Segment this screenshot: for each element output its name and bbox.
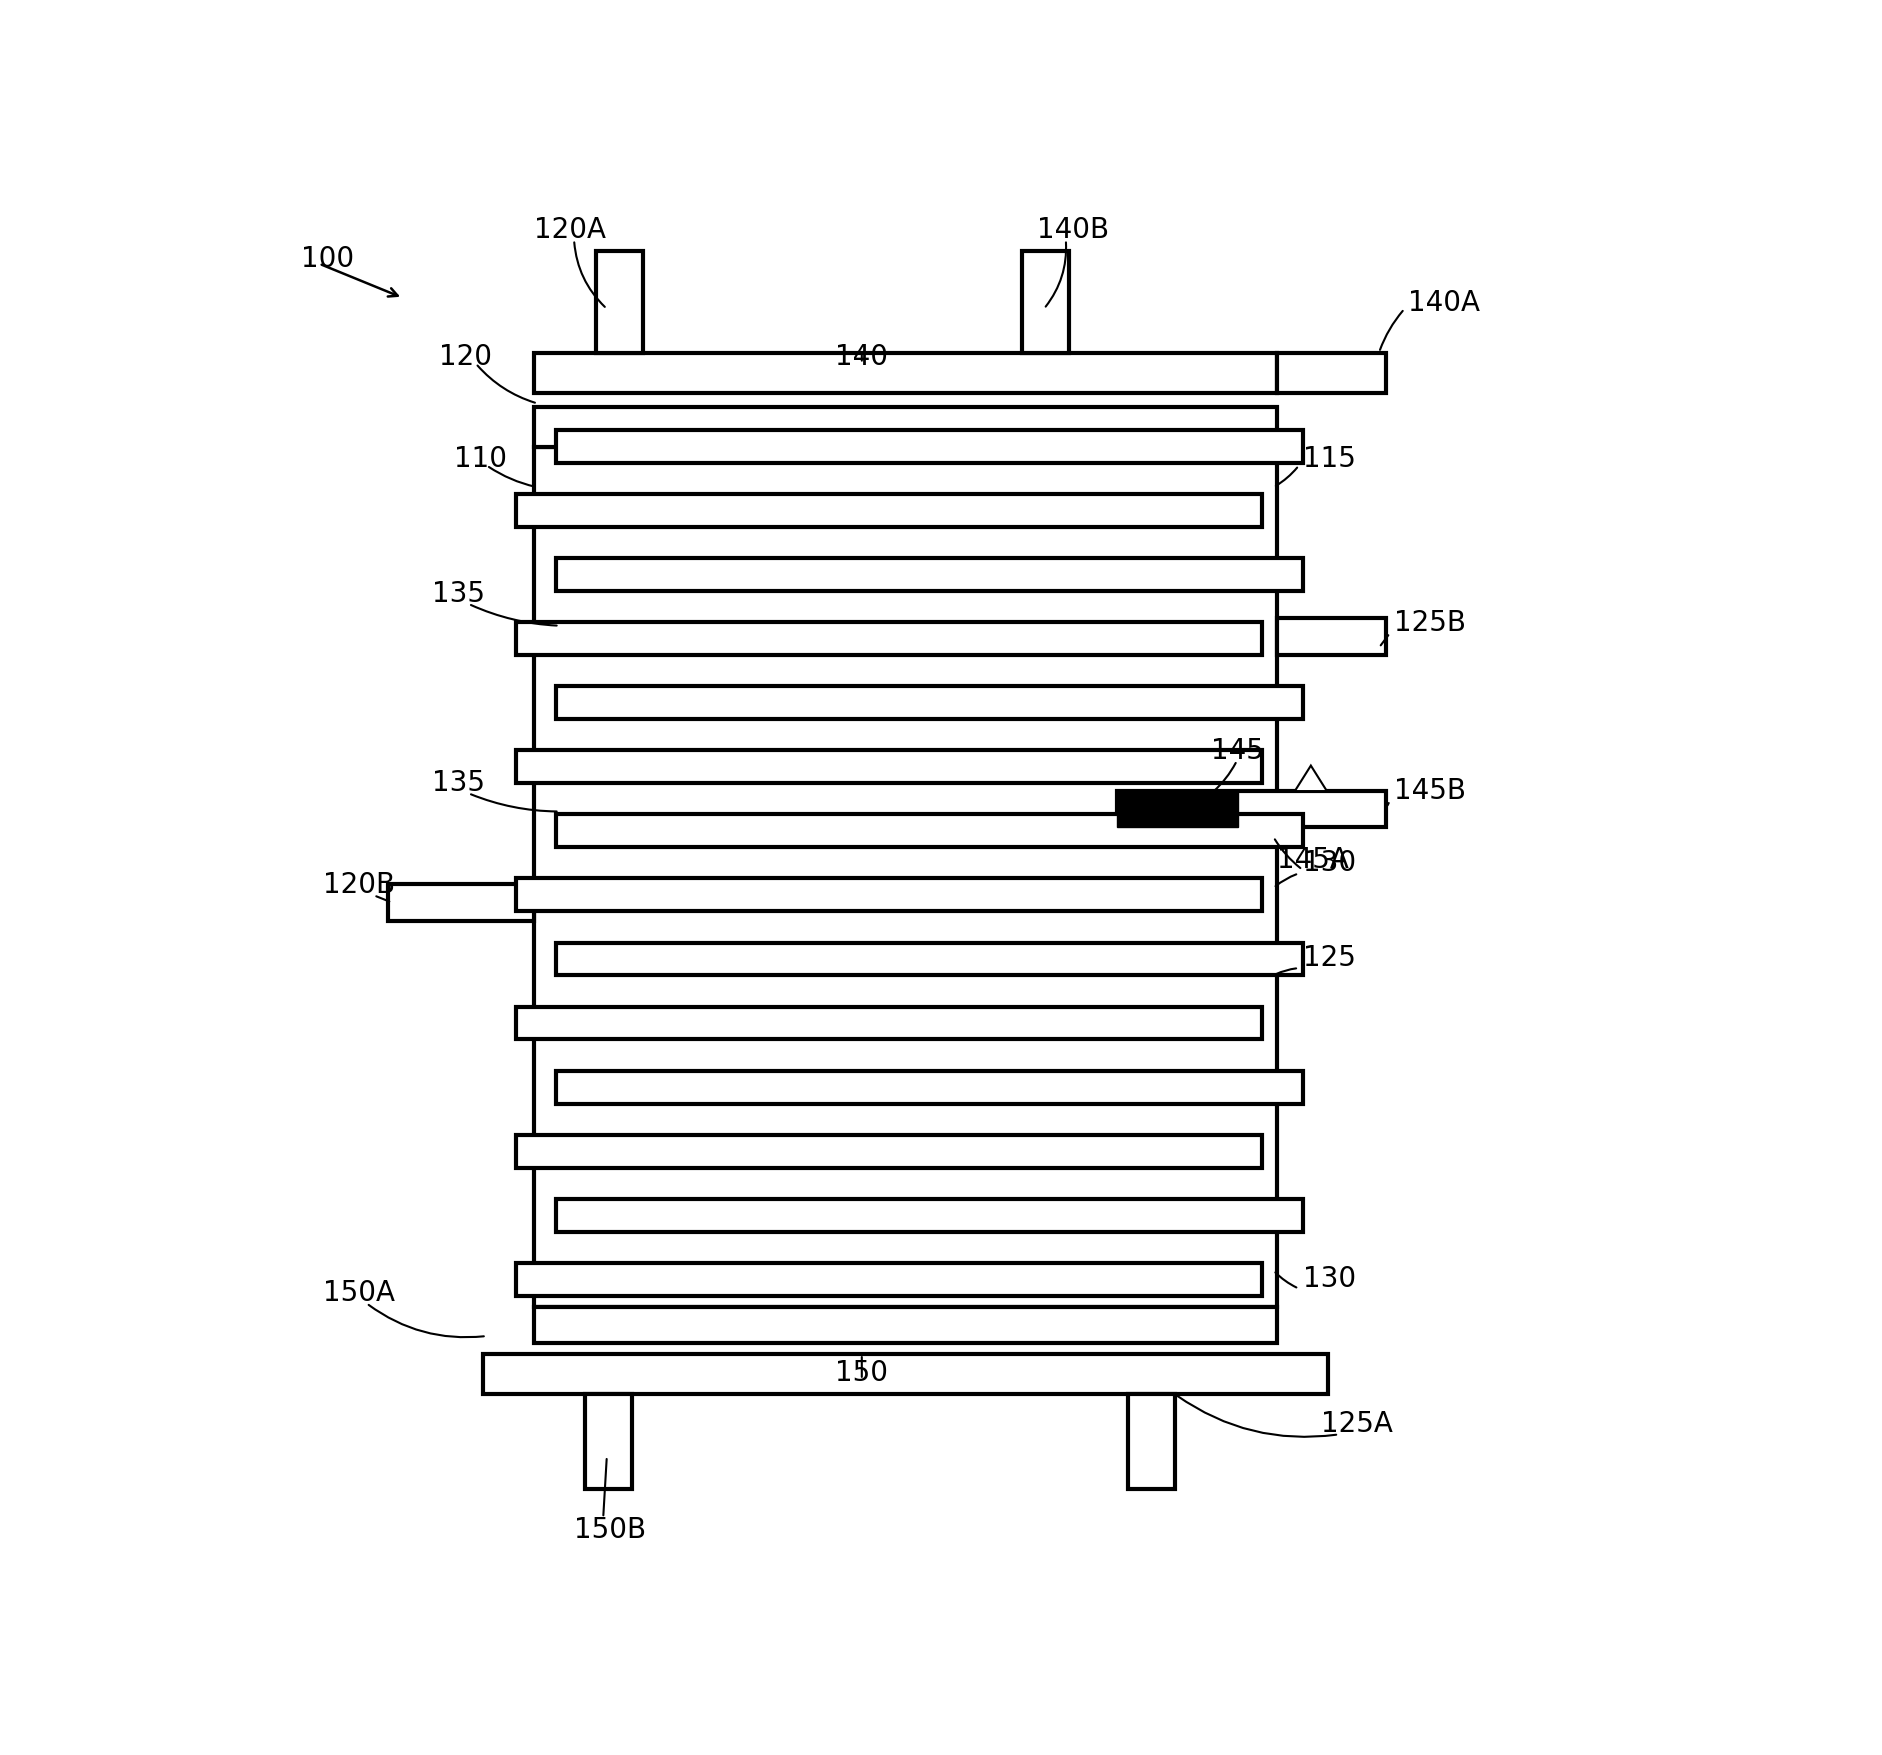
Bar bbox=[388, 885, 534, 921]
Text: 125: 125 bbox=[1302, 944, 1355, 972]
Bar bbox=[516, 1007, 1263, 1041]
Text: 135: 135 bbox=[433, 769, 486, 797]
Bar bbox=[555, 686, 1302, 720]
Bar bbox=[516, 1135, 1263, 1169]
Bar bbox=[555, 1071, 1302, 1104]
Bar bbox=[534, 1307, 1278, 1344]
Text: 100: 100 bbox=[301, 244, 354, 272]
Bar bbox=[534, 407, 1278, 448]
Text: 150: 150 bbox=[836, 1358, 888, 1386]
Text: 140: 140 bbox=[836, 342, 888, 370]
Bar bbox=[1127, 1395, 1174, 1490]
Bar bbox=[555, 1199, 1302, 1232]
Bar bbox=[534, 353, 1278, 393]
Bar bbox=[1116, 792, 1387, 828]
Text: 145A: 145A bbox=[1278, 846, 1349, 874]
Bar bbox=[516, 879, 1263, 913]
Bar bbox=[1278, 620, 1387, 655]
Text: 120B: 120B bbox=[322, 870, 395, 899]
Bar bbox=[555, 430, 1302, 463]
Bar bbox=[597, 251, 644, 353]
Bar bbox=[516, 623, 1263, 655]
Text: 150A: 150A bbox=[322, 1279, 395, 1306]
Text: 135: 135 bbox=[433, 579, 486, 607]
Bar bbox=[1278, 353, 1387, 393]
Text: 115: 115 bbox=[1302, 444, 1355, 472]
Bar bbox=[555, 942, 1302, 976]
Bar bbox=[1116, 792, 1238, 828]
Bar bbox=[555, 814, 1302, 848]
Text: 110: 110 bbox=[454, 444, 506, 472]
Text: 150B: 150B bbox=[574, 1515, 646, 1543]
Text: 125A: 125A bbox=[1321, 1409, 1393, 1437]
Bar bbox=[585, 1395, 632, 1490]
Text: 120: 120 bbox=[439, 342, 493, 370]
Text: 130: 130 bbox=[1302, 1264, 1355, 1292]
Bar bbox=[555, 558, 1302, 591]
Text: 145B: 145B bbox=[1393, 776, 1466, 804]
Bar bbox=[484, 1355, 1329, 1395]
Text: 145: 145 bbox=[1212, 735, 1265, 763]
Polygon shape bbox=[1295, 767, 1327, 792]
Bar bbox=[516, 495, 1263, 526]
Bar bbox=[516, 751, 1263, 784]
Text: 140B: 140B bbox=[1037, 216, 1108, 244]
Bar bbox=[516, 1264, 1263, 1297]
Text: 120A: 120A bbox=[534, 216, 606, 244]
Bar bbox=[1022, 251, 1069, 353]
Text: 125B: 125B bbox=[1393, 609, 1466, 637]
Text: 140A: 140A bbox=[1408, 288, 1479, 316]
Text: 130: 130 bbox=[1302, 849, 1355, 878]
Bar bbox=[534, 448, 1278, 1307]
